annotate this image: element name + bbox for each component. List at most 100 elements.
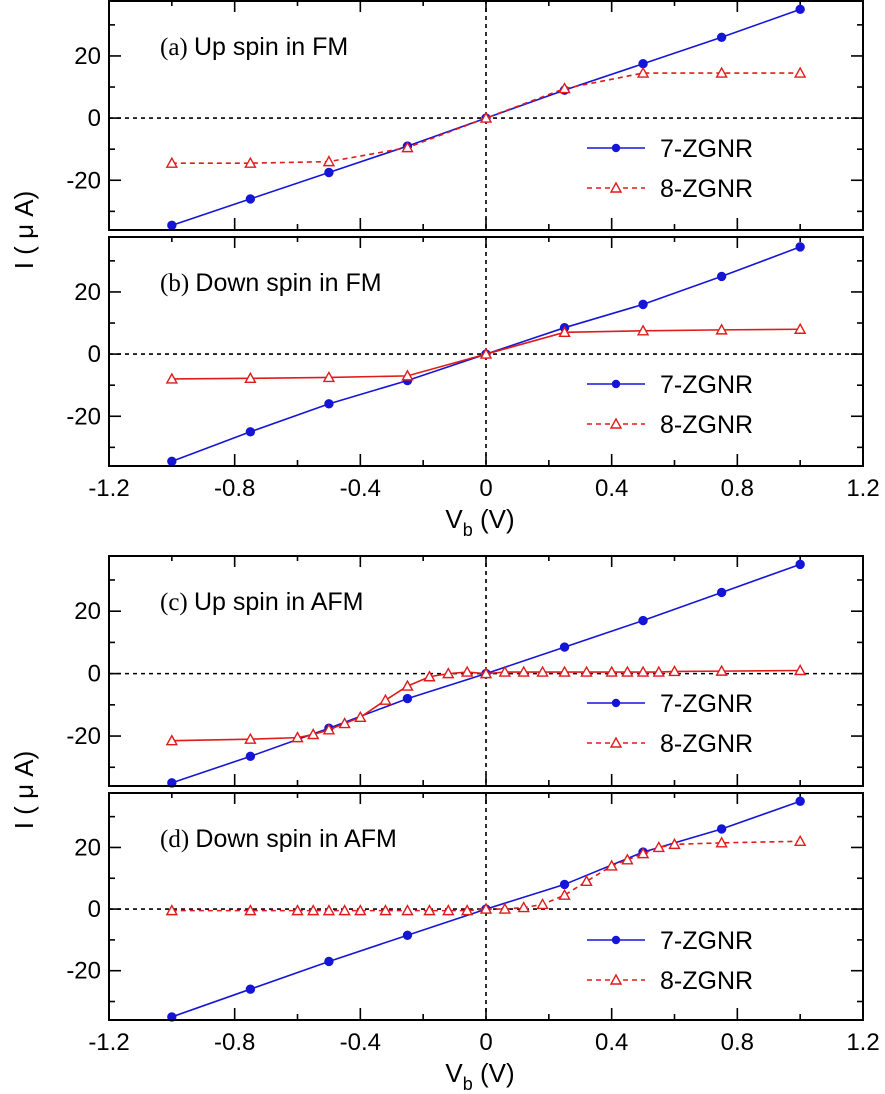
y-tick-label: 20 <box>74 834 101 861</box>
y-tick-label: 20 <box>74 598 101 625</box>
data-point <box>165 904 179 916</box>
data-point <box>636 324 650 336</box>
data-point <box>795 559 805 570</box>
data-point <box>402 693 413 704</box>
data-point <box>354 710 367 723</box>
legend-marker <box>611 935 621 945</box>
plot-frame <box>108 0 864 231</box>
data-point <box>244 156 257 168</box>
y-tick-label: 20 <box>74 279 101 306</box>
x-tick-label: 1.2 <box>846 1029 879 1056</box>
legend: 7-ZGNR 8-ZGNR <box>587 690 753 758</box>
data-point <box>401 904 414 916</box>
panel-tag: (b) <box>160 270 195 297</box>
data-point <box>165 156 179 168</box>
data-point <box>442 904 455 916</box>
panel-tag: (d) <box>160 826 195 853</box>
y-tick-label: 0 <box>88 896 101 923</box>
x-tick-label: 0 <box>479 1029 492 1056</box>
y-tick-label: -20 <box>66 723 101 750</box>
panel-title: (c) Up spin in AFM <box>160 588 364 616</box>
data-point <box>167 778 177 788</box>
y-tick-label: 0 <box>88 661 101 688</box>
data-point <box>324 399 334 409</box>
data-point <box>338 717 351 729</box>
x-axis-label: Vb (V) <box>445 504 514 540</box>
legend: 7-ZGNR 8-ZGNR <box>587 135 753 203</box>
data-point <box>793 834 807 846</box>
data-point <box>716 824 727 834</box>
panel-tag: (c) <box>160 589 194 616</box>
legend: 7-ZGNR 8-ZGNR <box>587 927 753 995</box>
data-point <box>621 853 634 865</box>
data-point <box>244 904 257 916</box>
data-point <box>245 194 256 204</box>
data-point <box>324 956 334 967</box>
y-tick-label: -20 <box>66 167 101 194</box>
y-tick-label: 20 <box>74 43 101 70</box>
x-tick-label: 0.8 <box>721 1029 754 1056</box>
data-point <box>423 670 436 682</box>
y-tick-label: 0 <box>88 341 101 368</box>
data-point <box>460 665 474 677</box>
data-point <box>401 141 414 153</box>
legend-marker <box>609 736 623 748</box>
x-tick-label: -1.2 <box>88 1029 129 1056</box>
data-point <box>668 837 681 850</box>
data-point <box>460 904 474 916</box>
x-tick-label: -0.4 <box>340 1029 381 1056</box>
legend: 7-ZGNR 8-ZGNR <box>587 371 753 439</box>
data-point <box>558 325 571 338</box>
x-axis-label: Vb (V) <box>445 1058 514 1094</box>
data-point <box>558 82 571 94</box>
data-point <box>167 220 177 231</box>
data-point <box>716 271 727 282</box>
data-point <box>716 587 727 598</box>
legend-marker <box>609 417 623 429</box>
y-tick-label: -20 <box>66 403 101 430</box>
data-point <box>558 888 571 900</box>
data-point <box>715 836 728 848</box>
data-point <box>479 667 493 679</box>
panel-a: 20 0 -20 (a) Up spin in FM 7-ZGNR 8-ZGNR <box>66 0 864 231</box>
panel-title-text: Down spin in FM <box>195 269 381 297</box>
panel-title-text: Up spin in FM <box>194 33 348 61</box>
data-point <box>580 874 593 887</box>
legend-label: 8-ZGNR <box>660 175 753 203</box>
data-point <box>165 734 179 746</box>
legend-label: 7-ZGNR <box>660 690 753 718</box>
x-tick-label: -1.2 <box>88 475 129 502</box>
x-tick-label: -0.4 <box>340 475 381 502</box>
panel-title: (a) Up spin in FM <box>160 33 348 61</box>
data-point <box>167 456 177 467</box>
data-point <box>479 111 493 123</box>
data-point <box>245 427 256 437</box>
data-point <box>716 32 727 42</box>
panel-title-text: Up spin in AFM <box>194 588 364 616</box>
data-point <box>479 902 493 914</box>
data-point <box>795 4 805 15</box>
data-point <box>795 796 805 806</box>
data-point <box>401 679 414 691</box>
data-point <box>245 984 256 994</box>
data-point <box>423 904 436 916</box>
y-tick-label: 0 <box>88 105 101 132</box>
data-point <box>442 667 455 679</box>
x-tick-label: 0.4 <box>595 1029 628 1056</box>
x-tick-label: -0.8 <box>214 1029 255 1056</box>
plot-frame <box>108 236 864 467</box>
data-point <box>580 665 593 677</box>
data-point <box>245 751 256 762</box>
data-point <box>517 901 530 913</box>
data-point <box>379 693 392 705</box>
data-point <box>793 664 807 676</box>
legend-marker <box>611 143 621 153</box>
data-point <box>636 66 650 78</box>
legend-label: 7-ZGNR <box>660 927 753 955</box>
data-point <box>715 323 728 335</box>
data-point <box>795 242 805 252</box>
panel-b: 20 0 -20 (b) Down spin in FM 7-ZGNR 8-ZGNR <box>66 236 864 467</box>
data-point <box>605 859 618 871</box>
data-point <box>793 66 807 78</box>
legend-label: 8-ZGNR <box>660 411 753 439</box>
